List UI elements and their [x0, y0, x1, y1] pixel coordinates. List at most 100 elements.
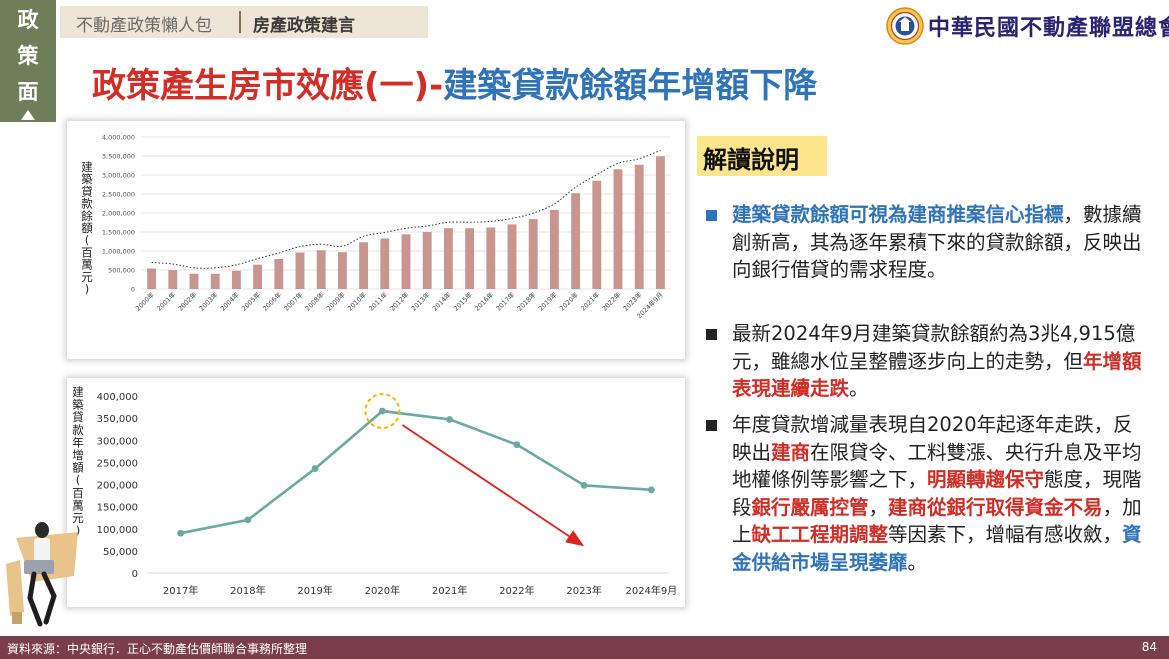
breadcrumb-divider: [239, 11, 241, 33]
bullet-3-highlight-4: 建商從銀行取得資金不易: [888, 495, 1103, 519]
x-tick-label: 2015年: [451, 290, 474, 313]
bar: [422, 232, 432, 289]
y-axis-label-char: 建: [72, 385, 84, 399]
bullet-3-highlight-2: 明顯轉趨保守: [927, 468, 1045, 491]
bar-chart-frame: [67, 121, 685, 359]
y-axis-label-char: 貸: [72, 410, 84, 424]
x-tick-label: 2022年: [600, 290, 623, 313]
bar: [380, 238, 390, 289]
bar: [613, 169, 623, 289]
data-point: [513, 441, 521, 449]
y-tick-label: 50,000: [103, 547, 138, 558]
bar: [528, 219, 538, 289]
bullet-1-text: ，數據續創新高，其為逐年累積下來的貸款餘額，反映出向銀行借貸的需求程度。: [732, 203, 1142, 281]
data-point: [446, 416, 454, 423]
y-tick-label: 3,000,000: [102, 172, 135, 180]
x-tick-label: 2006年: [261, 290, 284, 313]
y-axis-label-char: 增: [72, 448, 84, 462]
peak-highlight-circle: [364, 393, 401, 430]
bar: [443, 228, 453, 289]
y-tick-label: 1,500,000: [102, 229, 135, 237]
y-axis-label-char: (: [76, 473, 81, 487]
y-tick-label: 100,000: [97, 525, 138, 536]
y-tick-label: 4,000,000: [102, 134, 135, 142]
bar: [295, 252, 305, 289]
bullet-3-text-6: 等因素下，增幅有感收斂，: [888, 523, 1123, 546]
bar: [401, 234, 411, 289]
y-axis-label-char: 年: [72, 435, 84, 449]
y-axis-label-char: 貸: [81, 184, 93, 198]
footer-bar: 資料來源：中央銀行．正心不動產估價師聯合事務所整理 84: [0, 636, 1169, 659]
y-axis-label-char: 築: [81, 172, 93, 186]
side-tab-char-1: 政: [17, 8, 39, 32]
x-tick-label: 2021年: [579, 290, 602, 313]
x-tick-label: 2005年: [239, 290, 262, 313]
title-part-blue: 建築貸款餘額年增額下降: [443, 66, 818, 106]
x-tick-label: 2004年: [218, 290, 241, 313]
square-bullet-icon: [706, 210, 717, 221]
y-tick-label: 200,000: [97, 481, 138, 492]
x-tick-label: 2023年: [566, 584, 601, 597]
y-axis-label-char: 元: [72, 511, 84, 525]
y-axis-label-char: 款: [72, 423, 84, 437]
y-axis-label-char: 百: [81, 245, 93, 259]
square-bullet-icon: [706, 420, 717, 431]
y-axis-label-char: 額: [81, 221, 93, 235]
bullet-3-text-7: 。: [907, 550, 928, 574]
y-tick-label: 300,000: [97, 436, 138, 447]
x-tick-label: 2000年: [133, 290, 156, 313]
bar: [316, 250, 326, 289]
y-tick-label: 2,500,000: [102, 191, 135, 199]
x-tick-label: 2019年: [536, 290, 559, 313]
bar: [231, 270, 241, 289]
section-side-tab[interactable]: 政 策 面: [0, 0, 58, 122]
explanation-bullet-2: 最新2024年9月建築貸款餘額約為3兆4,915億元，雖總水位呈整體逐步向上的走…: [706, 320, 1142, 403]
x-tick-label: 2020年: [365, 584, 400, 597]
y-tick-label: 250,000: [97, 458, 138, 469]
bullet-3-text-3: 態度，現階段: [732, 468, 1142, 519]
y-axis-label-char: 萬: [81, 258, 93, 272]
y-tick-label: 2,000,000: [102, 210, 135, 218]
bar: [571, 193, 581, 289]
bullet-3-highlight-6: 資金供給市場呈現萎靡: [732, 523, 1142, 574]
explanation-bullet-3: 年度貸款增減量表現自2020年起逐年走跌，反映出建商在限貸令、工料雙漲、央行升息…: [706, 411, 1142, 576]
explanation-heading-box: 解讀說明: [697, 136, 827, 176]
data-source-note: 資料來源：中央銀行．正心不動產估價師聯合事務所整理: [7, 642, 308, 656]
y-axis-label-char: (: [85, 233, 90, 247]
bar: [486, 227, 496, 289]
data-point: [580, 481, 588, 489]
bullet-3-text-4: ，: [868, 495, 889, 519]
bar: [655, 156, 665, 289]
y-axis-label-char: 建: [81, 160, 93, 174]
y-tick-label: 150,000: [97, 503, 138, 514]
page-title: 政策產生房市效應(一)-建築貸款餘額年增額下降: [92, 58, 817, 107]
data-point: [378, 407, 386, 415]
y-tick-label: 350,000: [97, 414, 138, 425]
x-tick-label: 2013年: [409, 290, 432, 313]
x-tick-label: 2018年: [230, 584, 265, 597]
y-axis-label-char: 百: [72, 486, 84, 500]
bar: [634, 164, 644, 289]
x-tick-label: 2020年: [557, 290, 580, 313]
bar: [465, 228, 475, 289]
x-tick-label: 2007年: [282, 290, 305, 313]
y-tick-label: 3,500,000: [102, 153, 135, 161]
breadcrumb-section[interactable]: 不動產政策懶人包: [76, 16, 212, 36]
x-tick-label: 2012年: [388, 290, 411, 313]
x-tick-label: 2021年: [432, 584, 467, 597]
bullet-3-text-2: 在限貸令、工料雙漲、央行升息及平均地權條例等影響之下，: [732, 440, 1142, 492]
side-tab-char-3: 面: [17, 80, 39, 104]
x-tick-label: 2022年: [499, 584, 534, 597]
series-line: [180, 409, 652, 535]
x-tick-label: 2001年: [155, 290, 178, 313]
x-tick-label: 2017年: [163, 584, 198, 597]
x-tick-label: 2011年: [367, 290, 390, 313]
y-axis-label-char: ): [76, 524, 81, 538]
y-axis-label-char: 額: [72, 461, 84, 475]
association-emblem-icon: [886, 7, 924, 45]
trendline: [151, 149, 661, 269]
x-tick-label: 2018年: [515, 290, 538, 313]
bar: [253, 264, 263, 289]
y-axis-label-char: 築: [72, 398, 84, 412]
